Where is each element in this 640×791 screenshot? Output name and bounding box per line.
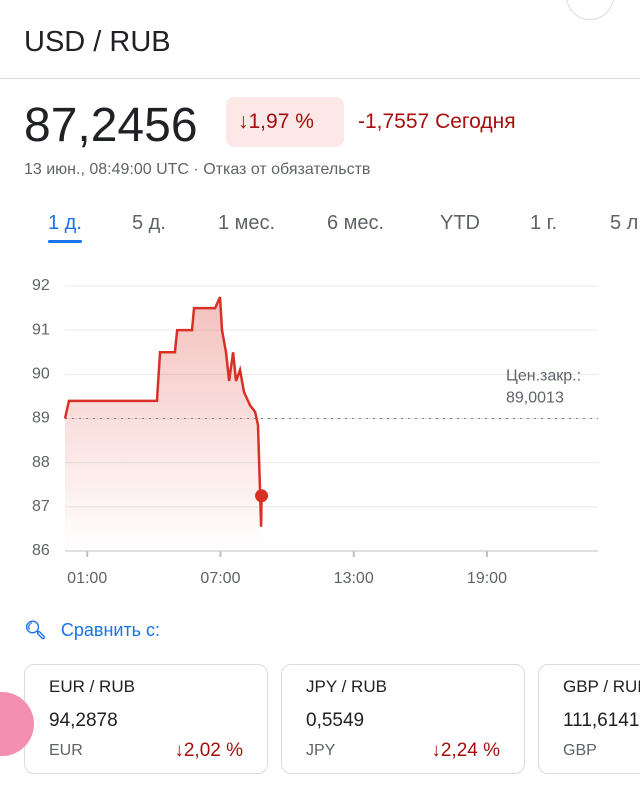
card-price: 94,2878 (49, 710, 118, 731)
card-change-value: 2,02 % (183, 740, 243, 761)
pair-title: USD / RUB (24, 26, 171, 58)
tab-indicator (48, 240, 82, 243)
tab[interactable]: 1 д. (48, 212, 82, 234)
y-tick-label: 92 (32, 277, 50, 294)
y-tick-label: 89 (32, 410, 50, 427)
card-change: ↓2,02 % (174, 740, 243, 761)
x-tick-label: 07:00 (200, 570, 240, 587)
tab[interactable]: 5 л (610, 212, 639, 234)
timestamp: 13 июн., 08:49:00 UTC (24, 161, 189, 178)
price: 87,2456 (24, 99, 198, 152)
card-pair: JPY / RUB (306, 677, 387, 696)
compare-header[interactable]: 🔍︎ Сравнить с: (24, 620, 161, 640)
previous-close-title: Цен.закр.: (506, 368, 581, 385)
card-change-value: 2,24 % (440, 740, 500, 761)
x-tick-label: 13:00 (334, 570, 374, 587)
tab[interactable]: 5 д. (132, 212, 166, 234)
compare-card[interactable]: EUR / RUB 94,2878 EUR ↓2,02 % (24, 664, 268, 774)
previous-close-value: 89,0013 (506, 390, 564, 407)
tab[interactable]: 6 мес. (327, 212, 385, 234)
card-pair: GBP / RUB (563, 677, 640, 696)
y-tick-label: 88 (32, 454, 50, 471)
divider (0, 78, 640, 79)
change-badge: ↓1,97 % (226, 97, 344, 147)
area (65, 297, 262, 551)
price-line (63, 296, 263, 527)
y-tick-label: 86 (32, 542, 50, 559)
tab[interactable]: 1 г. (530, 212, 558, 234)
timestamp-line: 13 июн., 08:49:00 UTC · Отказ от обязате… (24, 161, 371, 178)
card-price: 111,6141 (563, 710, 640, 731)
y-tick-label: 87 (32, 498, 50, 515)
current-point (255, 489, 269, 503)
change-percent: 1,97 % (248, 110, 314, 133)
tab[interactable]: 1 мес. (218, 212, 276, 234)
card-currency: EUR (49, 742, 83, 759)
card-price: 0,5549 (306, 710, 365, 731)
change-value: -1,7557 (358, 110, 430, 133)
chart: 86 87 88 89 90 91 92 01:00 07:00 13:00 19:00 Цен.за… (32, 277, 598, 587)
x-tick-label: 19:00 (467, 570, 507, 587)
y-tick-label: 90 (32, 366, 50, 383)
period: Сегодня (435, 110, 516, 133)
disclaimer[interactable]: Отказ от обязательств (203, 161, 371, 178)
compare-card[interactable]: JPY / RUB 0,5549 JPY ↓2,24 % (281, 664, 525, 774)
y-tick-label: 91 (32, 321, 50, 338)
card-change: ↓2,24 % (431, 740, 500, 761)
compare-card[interactable]: GBP / RUB 111,6141 GBP (538, 664, 640, 774)
menu-button[interactable] (566, 0, 614, 20)
tab[interactable]: YTD (440, 212, 480, 234)
card-pair: EUR / RUB (49, 677, 135, 696)
compare-title: Сравнить с: (60, 620, 161, 640)
card-currency: GBP (563, 742, 597, 759)
change: -1,7557 Сегодня (358, 110, 516, 134)
x-tick-label: 01:00 (67, 570, 107, 587)
card-currency: JPY (306, 742, 336, 759)
